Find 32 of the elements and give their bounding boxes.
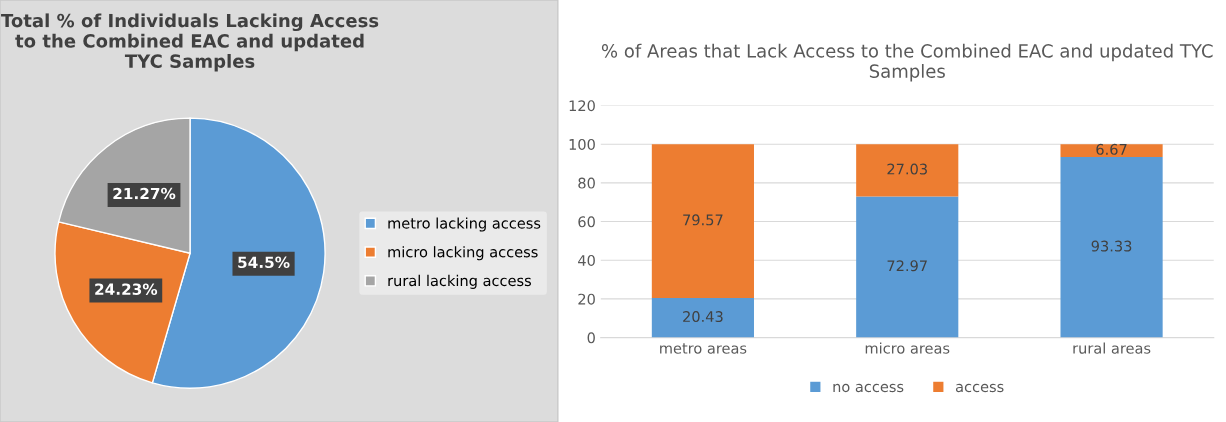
bar	[1060, 157, 1163, 338]
data-label: 93.33	[1091, 240, 1132, 252]
legend-label: rural lacking access	[388, 274, 531, 289]
legend-label: no access	[833, 383, 904, 393]
y-tick-label: 0	[587, 332, 595, 344]
y-tick-label: 40	[578, 254, 595, 266]
bar	[856, 144, 959, 197]
y-tick-label: 120	[569, 100, 595, 112]
bar	[651, 144, 754, 299]
bar	[651, 298, 754, 338]
bar	[1060, 144, 1163, 158]
data-label: 79.57	[683, 214, 723, 226]
data-label: 27.03	[887, 163, 927, 175]
data-label: 24.23%	[95, 283, 158, 295]
y-tick-label: 20	[578, 293, 595, 305]
chart-title: Total % of Individuals Lacking Access to the Combined EAC and updated TYC Samples	[1, 13, 379, 72]
y-tick-label: 60	[578, 216, 595, 228]
chart-title: % of Areas that Lack Access to the Combined EAC and updated TYC Samples	[601, 43, 1213, 82]
data-label: 72.97	[887, 260, 927, 272]
bar	[856, 196, 959, 338]
x-tick-label: metro areas	[660, 343, 747, 354]
legend-label: access	[955, 383, 1004, 393]
legend-label: metro lacking access	[388, 217, 541, 232]
legend-label: micro lacking access	[388, 246, 538, 261]
data-label: 20.43	[683, 311, 723, 323]
y-tick-label: 100	[569, 138, 595, 150]
data-label: 6.67	[1096, 143, 1127, 155]
y-tick-label: 80	[578, 177, 595, 189]
x-tick-label: micro areas	[865, 342, 950, 354]
data-label: 21.27%	[113, 187, 176, 200]
x-tick-label: rural areas	[1073, 342, 1151, 354]
data-label: 54.5%	[238, 256, 290, 269]
